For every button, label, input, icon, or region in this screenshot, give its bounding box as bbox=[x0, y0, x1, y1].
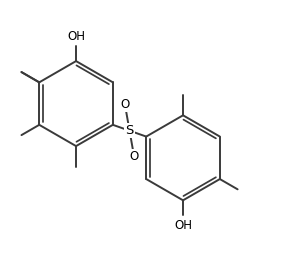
Text: O: O bbox=[129, 150, 139, 163]
Text: OH: OH bbox=[67, 30, 85, 43]
Text: S: S bbox=[125, 124, 134, 137]
Text: OH: OH bbox=[174, 219, 192, 232]
Text: O: O bbox=[121, 98, 130, 111]
